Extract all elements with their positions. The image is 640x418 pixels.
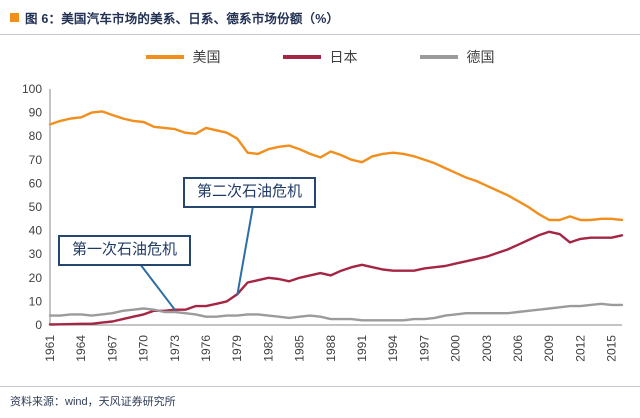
figure-title: 图 6：美国汽车市场的美系、日系、德系市场份额（%） <box>25 12 340 26</box>
series-line-1 <box>48 230 624 326</box>
title-bullet-icon <box>10 13 19 22</box>
x-tick-label: 1967 <box>105 335 119 362</box>
line-chart: 0 10 20 30 40 50 60 70 80 90 100 1961 1964 1967 1970 19… <box>22 82 624 362</box>
x-tick-label: 1982 <box>261 335 275 362</box>
y-tick-label: 100 <box>22 82 42 96</box>
legend-swatch-germany-icon <box>419 55 458 59</box>
y-tick-label: 40 <box>29 224 43 238</box>
chart-legend: 美国 日本 德国 <box>0 35 640 79</box>
annotation-connector-1 <box>139 263 176 311</box>
legend-item-japan: 日本 <box>282 47 358 67</box>
x-tick-label: 1973 <box>168 335 182 362</box>
legend-item-us: 美国 <box>145 47 221 67</box>
y-tick-label: 10 <box>29 294 43 308</box>
figure-footer: 资料来源：wind，天风证券研究所 <box>0 386 640 418</box>
report-figure: 图 6：美国汽车市场的美系、日系、德系市场份额（%） 美国 日本 德国 0 10 2… <box>0 0 640 408</box>
x-tick-label: 2006 <box>511 335 525 362</box>
y-tick-label: 20 <box>29 271 43 285</box>
source-note: 资料来源：wind，天风证券研究所 <box>10 396 176 408</box>
x-tick-label: 2003 <box>480 335 494 362</box>
x-tick-label: 1970 <box>137 335 151 362</box>
legend-item-germany: 德国 <box>419 47 495 67</box>
x-tick-label: 1961 <box>43 335 57 362</box>
legend-swatch-japan-icon <box>282 55 321 59</box>
x-tick-label: 1994 <box>386 335 400 362</box>
x-tick-label: 2015 <box>605 335 619 362</box>
x-tick-label: 1976 <box>199 335 213 362</box>
annotation-second-oil-crisis: 第二次石油危机 <box>183 177 317 208</box>
y-tick-label: 90 <box>29 106 43 120</box>
x-tick-label: 1985 <box>293 335 307 362</box>
x-tick-label: 1991 <box>355 335 369 362</box>
x-tick-label: 1997 <box>417 335 431 362</box>
legend-label-germany: 德国 <box>466 49 495 65</box>
x-tick-label: 2009 <box>542 335 556 362</box>
x-tick-label: 1964 <box>74 335 88 362</box>
x-tick-label: 1988 <box>324 335 338 362</box>
legend-label-japan: 日本 <box>329 49 358 65</box>
annotation-connector-0 <box>236 205 254 296</box>
series-line-2 <box>48 302 624 322</box>
legend-swatch-us-icon <box>145 55 184 59</box>
footer-divider <box>0 386 640 387</box>
y-tick-label: 60 <box>29 176 43 190</box>
series-line-0 <box>48 110 624 222</box>
y-tick-label: 0 <box>35 318 42 332</box>
annotation-first-oil-crisis: 第一次石油危机 <box>58 235 192 266</box>
y-tick-label: 70 <box>29 153 43 167</box>
y-tick-label: 80 <box>29 129 43 143</box>
x-tick-label: 2000 <box>449 335 463 362</box>
x-tick-label: 2012 <box>573 335 587 362</box>
y-tick-label: 50 <box>29 200 43 214</box>
legend-label-us: 美国 <box>192 49 221 65</box>
x-tick-label: 1979 <box>230 335 244 362</box>
chart-area: 0 10 20 30 40 50 60 70 80 90 100 1961 1964 1967 1970 19… <box>0 79 640 393</box>
figure-header: 图 6：美国汽车市场的美系、日系、德系市场份额（%） <box>0 0 640 35</box>
y-tick-label: 30 <box>29 247 43 261</box>
